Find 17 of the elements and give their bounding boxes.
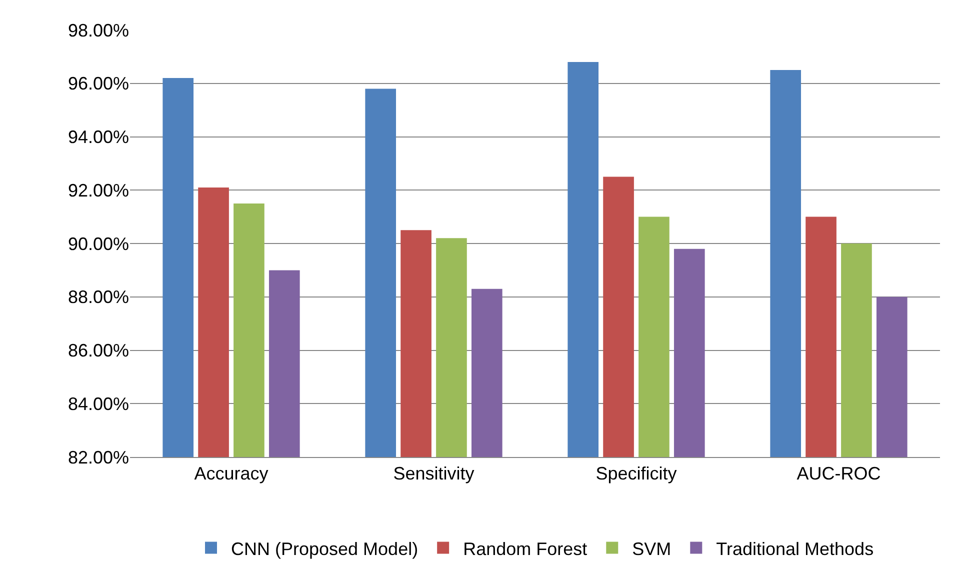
legend-label: Random Forest xyxy=(463,538,588,559)
legend-label: Traditional Methods xyxy=(716,538,874,559)
legend-label: SVM xyxy=(632,538,672,559)
x-tick-label: Accuracy xyxy=(194,464,268,484)
x-tick-label: Specificity xyxy=(596,464,677,484)
y-tick-label: 82.00% xyxy=(68,447,129,468)
y-tick-label: 84.00% xyxy=(68,394,129,414)
legend-label: CNN (Proposed Model) xyxy=(231,538,418,559)
y-tick-label: 96.00% xyxy=(68,74,129,94)
y-tick-label: 88.00% xyxy=(68,287,129,308)
x-tick-label: AUC-ROC xyxy=(796,464,881,484)
y-tick-label: 86.00% xyxy=(68,340,129,361)
y-tick-label: 92.00% xyxy=(68,180,129,200)
x-tick-label: Sensitivity xyxy=(393,464,474,484)
y-tick-label: 94.00% xyxy=(68,127,129,148)
y-tick-label: 98.00% xyxy=(68,20,129,40)
y-tick-label: 90.00% xyxy=(68,234,129,254)
